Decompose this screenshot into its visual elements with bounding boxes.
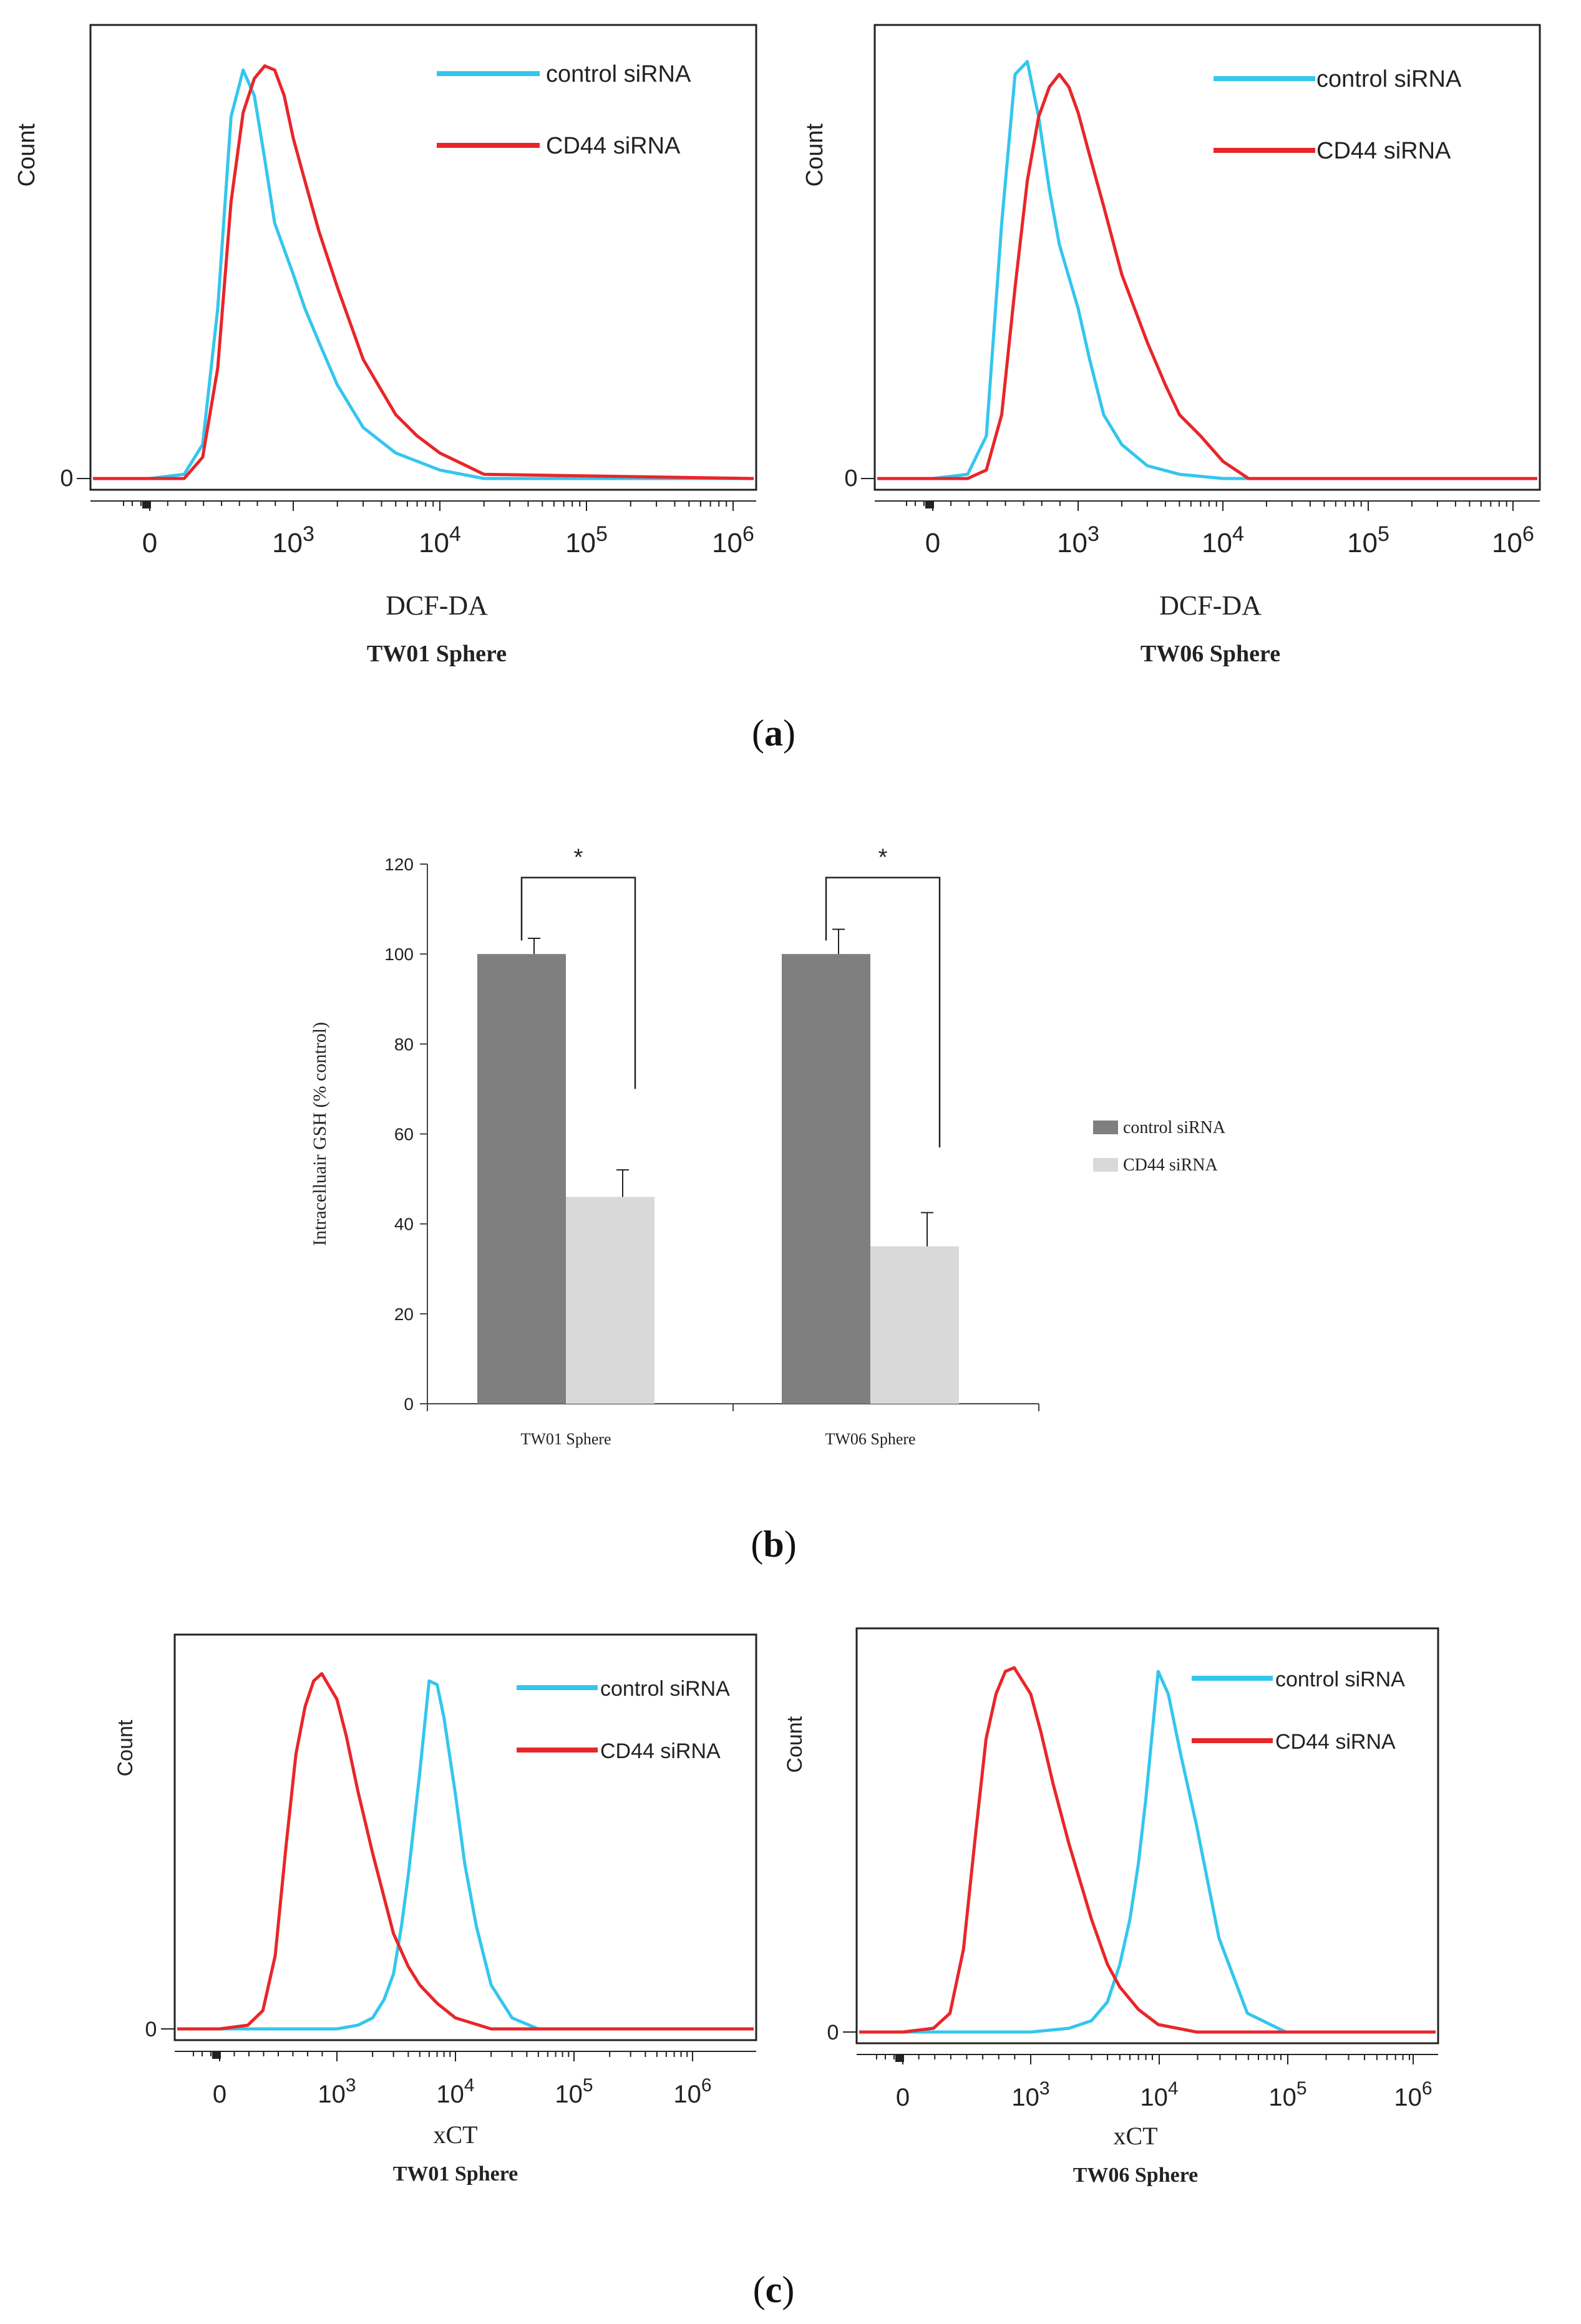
y-tick-label: 0 xyxy=(404,1394,414,1414)
panel-label-b: (b) xyxy=(751,1524,796,1565)
x-tick-label: 106 xyxy=(673,2075,711,2108)
chart-title: TW06 Sphere xyxy=(1073,2164,1199,2187)
bar-cd44 xyxy=(566,1197,654,1404)
y-axis-label: Count xyxy=(783,1716,807,1772)
x-tick-label: 104 xyxy=(1140,2078,1178,2111)
y-tick-label: 0 xyxy=(827,2021,839,2044)
x-tick-label: 103 xyxy=(1011,2078,1049,2111)
plot-frame xyxy=(173,1633,757,2041)
y-tick-label: 100 xyxy=(384,945,414,964)
axis-zero-marker xyxy=(895,2054,904,2062)
panel-label-a: (a) xyxy=(752,712,795,754)
y-tick-label: 120 xyxy=(384,855,414,874)
legend-label: control siRNA xyxy=(546,61,691,87)
y-tick-label: 80 xyxy=(394,1034,414,1054)
x-tick-label: 104 xyxy=(436,2075,474,2108)
y-tick-label: 60 xyxy=(394,1125,414,1144)
histogram-c-left: 0 103 104 105 106 0 Count control siRNA CD44 siR… xyxy=(114,1633,757,2185)
bar-control xyxy=(477,954,566,1404)
y-tick-label: 0 xyxy=(145,2018,157,2041)
legend-label: control siRNA xyxy=(600,1677,730,1701)
x-tick-label: 104 xyxy=(419,522,461,558)
x-tick-label: 106 xyxy=(1492,522,1534,558)
y-axis-label: Count xyxy=(802,123,828,187)
bar-chart-b: 0 20 40 60 80 100 120 Intracelluair GSH (% cont… xyxy=(309,845,1226,1448)
chart-title: TW01 Sphere xyxy=(393,2162,518,2185)
series-line-cd44 xyxy=(177,1672,754,2031)
legend-label: control siRNA xyxy=(1275,1668,1405,1691)
legend-swatch xyxy=(1093,1158,1118,1172)
panel-label-c: (c) xyxy=(753,2269,795,2310)
x-tick-label: 106 xyxy=(1394,2078,1432,2111)
x-tick-label: 0 xyxy=(925,528,940,558)
legend-label: CD44 siRNA xyxy=(1316,138,1451,164)
x-axis-label: DCF-DA xyxy=(386,590,488,621)
x-axis-label: xCT xyxy=(433,2121,477,2149)
legend-label: CD44 siRNA xyxy=(546,133,681,159)
x-tick-label: 0 xyxy=(142,528,157,558)
axis-zero-marker xyxy=(212,2051,221,2059)
x-axis: 0 103 104 105 106 xyxy=(90,500,756,558)
x-tick-label: 105 xyxy=(1347,522,1389,558)
series-line-cd44 xyxy=(877,72,1537,480)
significance-bracket xyxy=(825,877,941,1148)
bar-cd44 xyxy=(870,1246,959,1404)
bar-control xyxy=(782,954,870,1404)
axis-zero-marker xyxy=(142,501,151,508)
x-axis: 0 103 104 105 106 xyxy=(857,2054,1438,2111)
series-line-control xyxy=(859,1670,1436,2034)
series-line-control xyxy=(177,1679,754,2031)
series-line-cd44 xyxy=(93,64,754,480)
x-tick-label: TW06 Sphere xyxy=(825,1430,915,1448)
x-axis: 0 103 104 105 106 xyxy=(875,500,1540,558)
axis-zero-marker xyxy=(925,501,934,508)
x-tick-label: 106 xyxy=(712,522,754,558)
plot-frame xyxy=(89,24,757,491)
y-axis-label: Count xyxy=(14,123,40,187)
series-line-control xyxy=(93,68,754,480)
y-axis-label: Count xyxy=(114,1719,137,1776)
significance-bracket xyxy=(520,877,636,1089)
legend-label: CD44 siRNA xyxy=(1275,1730,1396,1754)
significance-label: * xyxy=(574,845,583,871)
x-tick-label: 103 xyxy=(1057,522,1099,558)
x-tick-label: 0 xyxy=(896,2084,910,2111)
y-tick-label: 40 xyxy=(394,1215,414,1234)
legend-label: CD44 siRNA xyxy=(1123,1155,1218,1175)
significance-label: * xyxy=(878,845,888,871)
x-axis: 0 103 104 105 106 xyxy=(175,2051,756,2108)
x-tick-label: 103 xyxy=(318,2075,356,2108)
histogram-c-right: 0 103 104 105 106 0 Count control siRNA CD44 siR… xyxy=(783,1627,1439,2187)
y-tick-label: 0 xyxy=(844,465,857,492)
x-tick-label: 0 xyxy=(213,2081,226,2108)
x-axis-label: DCF-DA xyxy=(1159,590,1262,621)
y-tick-label: 0 xyxy=(60,465,73,492)
x-tick-label: TW01 Sphere xyxy=(520,1430,611,1448)
chart-title: TW01 Sphere xyxy=(367,641,507,667)
series-line-control xyxy=(877,60,1537,480)
y-axis-label: Intracelluair GSH (% control) xyxy=(309,1022,330,1246)
series-line-cd44 xyxy=(859,1666,1436,2034)
x-tick-label: 105 xyxy=(1268,2078,1306,2111)
y-tick-label: 20 xyxy=(394,1305,414,1324)
x-tick-label: 103 xyxy=(272,522,314,558)
chart-title: TW06 Sphere xyxy=(1141,641,1280,667)
legend-label: control siRNA xyxy=(1316,66,1462,92)
plot-frame xyxy=(873,24,1541,491)
plot-frame xyxy=(855,1627,1439,2044)
x-axis-label: xCT xyxy=(1113,2122,1157,2150)
legend-label: control siRNA xyxy=(1123,1118,1226,1137)
x-tick-label: 105 xyxy=(555,2075,593,2108)
histogram-a-left: 0 103 104 105 106 0 Count control siRNA CD44 siR… xyxy=(14,24,757,667)
x-tick-label: 105 xyxy=(565,522,608,558)
legend-label: CD44 siRNA xyxy=(600,1739,721,1763)
x-tick-label: 104 xyxy=(1202,522,1244,558)
histogram-a-right: 0 103 104 105 106 0 Count control siRNA CD44 siR… xyxy=(802,24,1541,667)
legend-swatch xyxy=(1093,1121,1118,1134)
